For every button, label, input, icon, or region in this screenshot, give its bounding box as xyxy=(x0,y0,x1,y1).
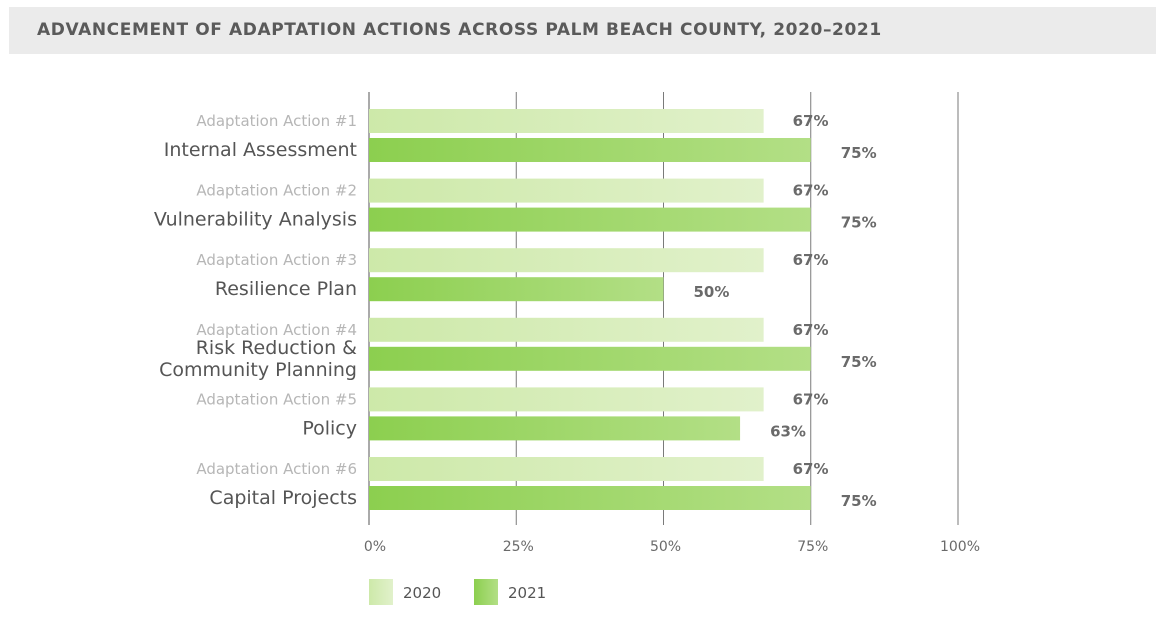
x-tick-label: 0% xyxy=(364,539,386,555)
action-number-label: Adaptation Action #5 xyxy=(196,390,357,408)
category-label: Internal Assessment xyxy=(164,139,357,161)
data-label: 63% xyxy=(770,422,806,440)
legend-label-2020: 2020 xyxy=(403,584,441,602)
data-label: 75% xyxy=(841,214,877,232)
data-label: 67% xyxy=(793,251,829,269)
data-label: 75% xyxy=(841,492,877,510)
category-label: Vulnerability Analysis xyxy=(154,209,357,231)
category-label: Risk Reduction & xyxy=(196,337,357,359)
category-label: Policy xyxy=(302,417,357,439)
category-label: Community Planning xyxy=(159,359,357,381)
action-number-label: Adaptation Action #2 xyxy=(196,182,357,200)
bar-2021-2 xyxy=(369,207,811,232)
category-label: Capital Projects xyxy=(209,487,357,509)
category-label: Resilience Plan xyxy=(215,278,357,300)
bar-2020-2 xyxy=(369,178,764,203)
data-label: 67% xyxy=(793,182,829,200)
data-label: 67% xyxy=(793,390,829,408)
legend-label-2021: 2021 xyxy=(508,584,546,602)
x-tick-label: 75% xyxy=(797,539,828,555)
chart-title: ADVANCEMENT OF ADAPTATION ACTIONS ACROSS… xyxy=(37,20,882,40)
action-number-label: Adaptation Action #4 xyxy=(196,321,357,339)
data-label: 50% xyxy=(694,283,730,301)
bar-2020-3 xyxy=(369,248,764,273)
bar-2021-1 xyxy=(369,138,811,162)
x-tick-label: 25% xyxy=(503,539,534,555)
bar-2021-6 xyxy=(369,486,811,510)
data-label: 67% xyxy=(793,460,829,478)
legend-swatch-2021 xyxy=(474,579,498,605)
title-bar: ADVANCEMENT OF ADAPTATION ACTIONS ACROSS… xyxy=(9,7,1156,54)
data-label: 67% xyxy=(793,112,829,130)
action-number-label: Adaptation Action #1 xyxy=(196,112,357,130)
data-label: 67% xyxy=(793,321,829,339)
legend-swatch-2020 xyxy=(369,579,393,605)
x-tick-label: 50% xyxy=(650,539,681,555)
bar-2020-1 xyxy=(369,109,764,133)
bar-2020-5 xyxy=(369,387,764,412)
bar-2021-3 xyxy=(369,277,664,302)
bar-2021-5 xyxy=(369,416,741,441)
bar-2021-4 xyxy=(369,346,811,371)
action-number-label: Adaptation Action #6 xyxy=(196,460,357,478)
bar-2020-6 xyxy=(369,457,764,481)
x-tick-label: 100% xyxy=(940,539,980,555)
bar-2020-4 xyxy=(369,317,764,342)
data-label: 75% xyxy=(841,353,877,371)
action-number-label: Adaptation Action #3 xyxy=(196,251,357,269)
data-label: 75% xyxy=(841,144,877,162)
